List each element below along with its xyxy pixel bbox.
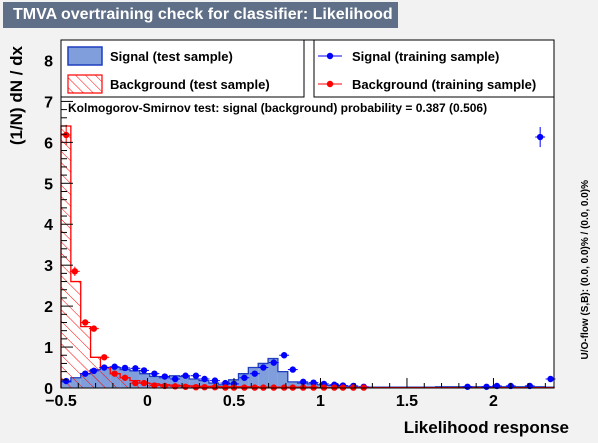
- signal-training-point: [536, 133, 544, 141]
- signal-training-point: [192, 372, 200, 379]
- y-tick-label: 5: [44, 176, 53, 193]
- signal-training-point: [270, 359, 277, 366]
- background-test-bin: [80, 326, 91, 388]
- x-tick-label: 1.5: [396, 393, 418, 410]
- x-tick-label: 0: [143, 393, 152, 410]
- signal-training-point: [201, 375, 208, 383]
- background-training-point: [121, 374, 129, 381]
- signal-training-point: [464, 383, 471, 390]
- x-axis-title: Likelihood response: [404, 418, 569, 437]
- background-training-point: [82, 319, 89, 326]
- legend-signal-training-label: Signal (training sample): [352, 49, 499, 64]
- signal-test-outline: [60, 357, 555, 388]
- y-tick-label: 0: [44, 381, 53, 398]
- signal-training-point: [132, 365, 139, 372]
- signal-training-point: [222, 379, 229, 387]
- legend-background-test-swatch: [67, 74, 103, 94]
- signal-training-point: [111, 363, 118, 370]
- signal-training-point: [289, 366, 296, 373]
- legend-signal-test-swatch: [67, 46, 103, 66]
- signal-training-point: [101, 364, 108, 371]
- signal-test-bin: [277, 371, 288, 388]
- x-tick-label: 2: [489, 393, 498, 410]
- background-training-point: [140, 379, 148, 387]
- background-test-bin: [110, 373, 121, 388]
- legend-signal-test-label: Signal (test sample): [110, 49, 233, 64]
- signal-training-point: [260, 364, 267, 371]
- y-tick-label: 3: [44, 258, 53, 275]
- signal-training-point: [140, 367, 148, 374]
- background-training-point: [211, 383, 219, 391]
- signal-test-bin: [248, 367, 259, 388]
- signal-test-bin: [130, 370, 140, 388]
- chart-title: TMVA overtraining check for classifier: …: [3, 2, 398, 28]
- legend-background-training-marker: [326, 80, 334, 88]
- background-training-point: [201, 383, 208, 391]
- signal-test-bin: [238, 373, 249, 388]
- ks-test-annotation: Kolmogorov-Smirnov test: signal (backgro…: [68, 101, 487, 115]
- signal-training-point: [161, 373, 168, 380]
- y-tick-label: 1: [44, 340, 53, 357]
- signal-test-bin: [258, 363, 269, 388]
- background-test-bin: [70, 281, 81, 388]
- background-training-point: [90, 325, 98, 332]
- background-training-point: [111, 370, 118, 377]
- y-tick-label: 7: [44, 94, 53, 111]
- x-tick-label: 1: [316, 393, 325, 410]
- background-training-point: [182, 383, 189, 390]
- legend-background-test-label: Background (test sample): [110, 77, 270, 92]
- background-training-point: [71, 268, 79, 275]
- signal-test-bin: [268, 358, 278, 388]
- axes-frame: [60, 39, 555, 389]
- signal-training-point: [62, 377, 70, 385]
- signal-training-point: [82, 370, 89, 377]
- signal-training-point: [280, 352, 288, 359]
- y-tick-label: 6: [44, 135, 53, 152]
- signal-training-point: [182, 372, 189, 379]
- y-axis-title: (1/N) dN / dx: [7, 45, 26, 145]
- signal-test-bin: [149, 376, 160, 388]
- legend-signal-training-marker: [326, 52, 334, 60]
- signal-training-point: [251, 370, 258, 377]
- overflow-label: U/O-flow (S,B): (0.0, 0.0)% / (0.0, 0.0)…: [580, 180, 591, 360]
- x-tick-label: 0.5: [223, 393, 245, 410]
- background-training-point: [171, 383, 179, 390]
- background-training-point: [101, 354, 108, 361]
- signal-training-point: [299, 378, 307, 386]
- signal-training-point: [121, 364, 129, 372]
- background-training-point: [151, 382, 158, 389]
- y-tick-label: 2: [44, 299, 53, 316]
- signal-test-bin: [189, 378, 200, 388]
- signal-training-point: [241, 374, 248, 381]
- signal-training-point: [547, 375, 554, 383]
- signal-training-point: [310, 379, 317, 386]
- background-training-point: [132, 379, 139, 387]
- background-training-point: [62, 131, 70, 139]
- background-training-point: [192, 383, 200, 391]
- signal-training-point: [483, 383, 490, 390]
- signal-training-point: [211, 377, 219, 384]
- signal-test-bin: [179, 376, 190, 388]
- y-tick-label: 8: [44, 53, 53, 70]
- plot-frame: [60, 39, 555, 389]
- signal-training-point: [151, 370, 158, 377]
- y-tick-label: 4: [44, 217, 53, 234]
- legend-background-training-label: Background (training sample): [352, 77, 536, 92]
- background-test-bin: [100, 367, 111, 388]
- legend: Signal (test sample) Background (test sa…: [60, 39, 555, 98]
- signal-training-point: [171, 375, 179, 383]
- x-tick-label: −0.5: [45, 393, 77, 410]
- legend-box-right: [313, 39, 555, 98]
- signal-training-point: [90, 367, 98, 375]
- background-test-bin: [120, 377, 131, 388]
